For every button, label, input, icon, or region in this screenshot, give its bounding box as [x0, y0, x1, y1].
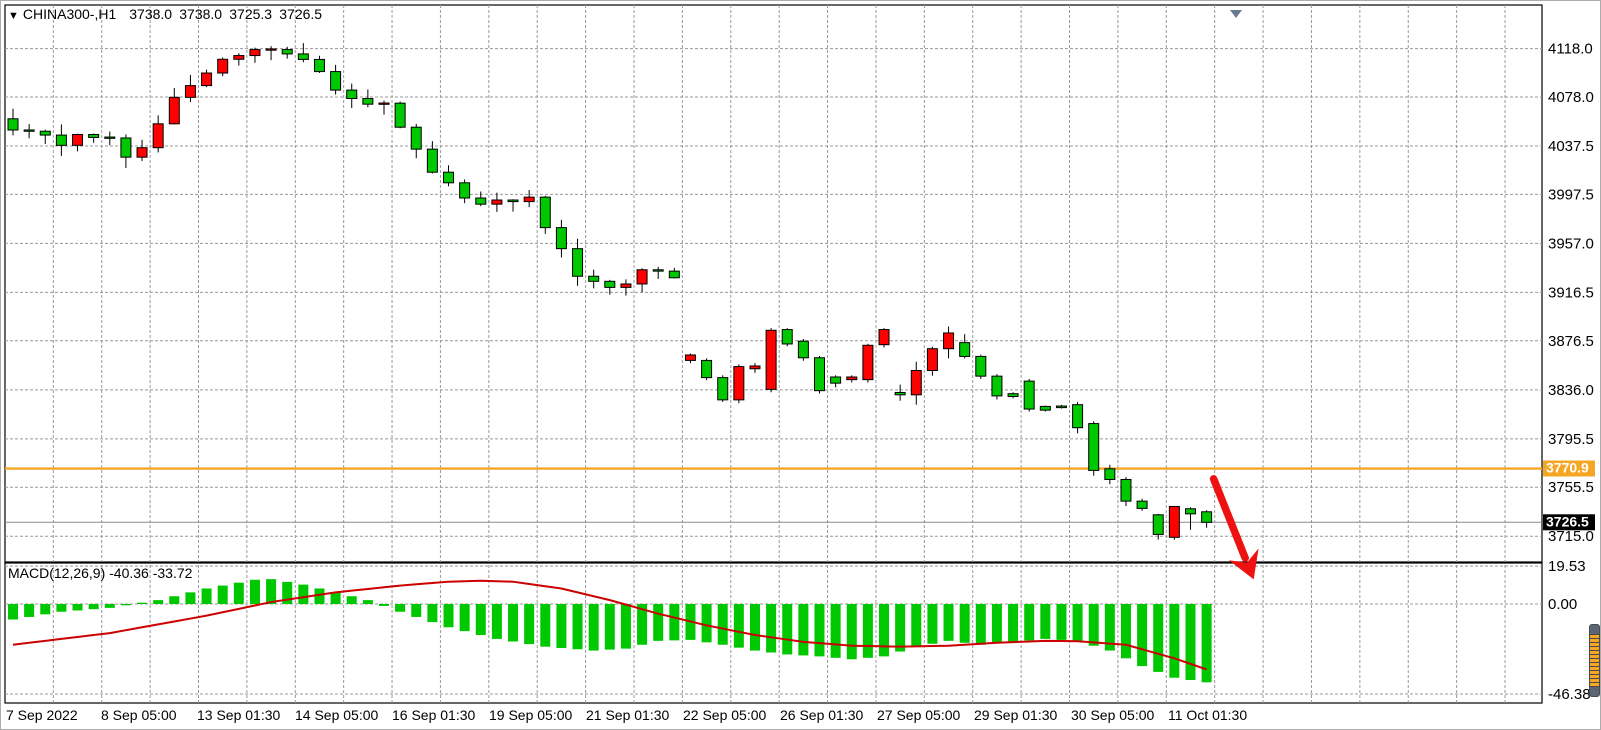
svg-text:3876.5: 3876.5 [1548, 333, 1594, 350]
svg-text:3715.0: 3715.0 [1548, 528, 1594, 545]
svg-text:0.00: 0.00 [1548, 596, 1577, 613]
svg-text:3770.9: 3770.9 [1546, 460, 1589, 476]
svg-text:3916.5: 3916.5 [1548, 284, 1594, 301]
svg-text:4078.0: 4078.0 [1548, 89, 1594, 106]
svg-text:3957.0: 3957.0 [1548, 235, 1594, 252]
svg-text:3755.5: 3755.5 [1548, 479, 1594, 496]
svg-text:4037.5: 4037.5 [1548, 138, 1594, 155]
svg-text:3836.0: 3836.0 [1548, 382, 1594, 399]
svg-text:3726.5: 3726.5 [1546, 513, 1589, 529]
svg-text:3795.5: 3795.5 [1548, 431, 1594, 448]
svg-text:3997.5: 3997.5 [1548, 186, 1594, 203]
svg-text:-46.38: -46.38 [1548, 686, 1591, 703]
svg-text:4118.0: 4118.0 [1548, 41, 1593, 58]
svg-text:19.53: 19.53 [1548, 558, 1586, 575]
